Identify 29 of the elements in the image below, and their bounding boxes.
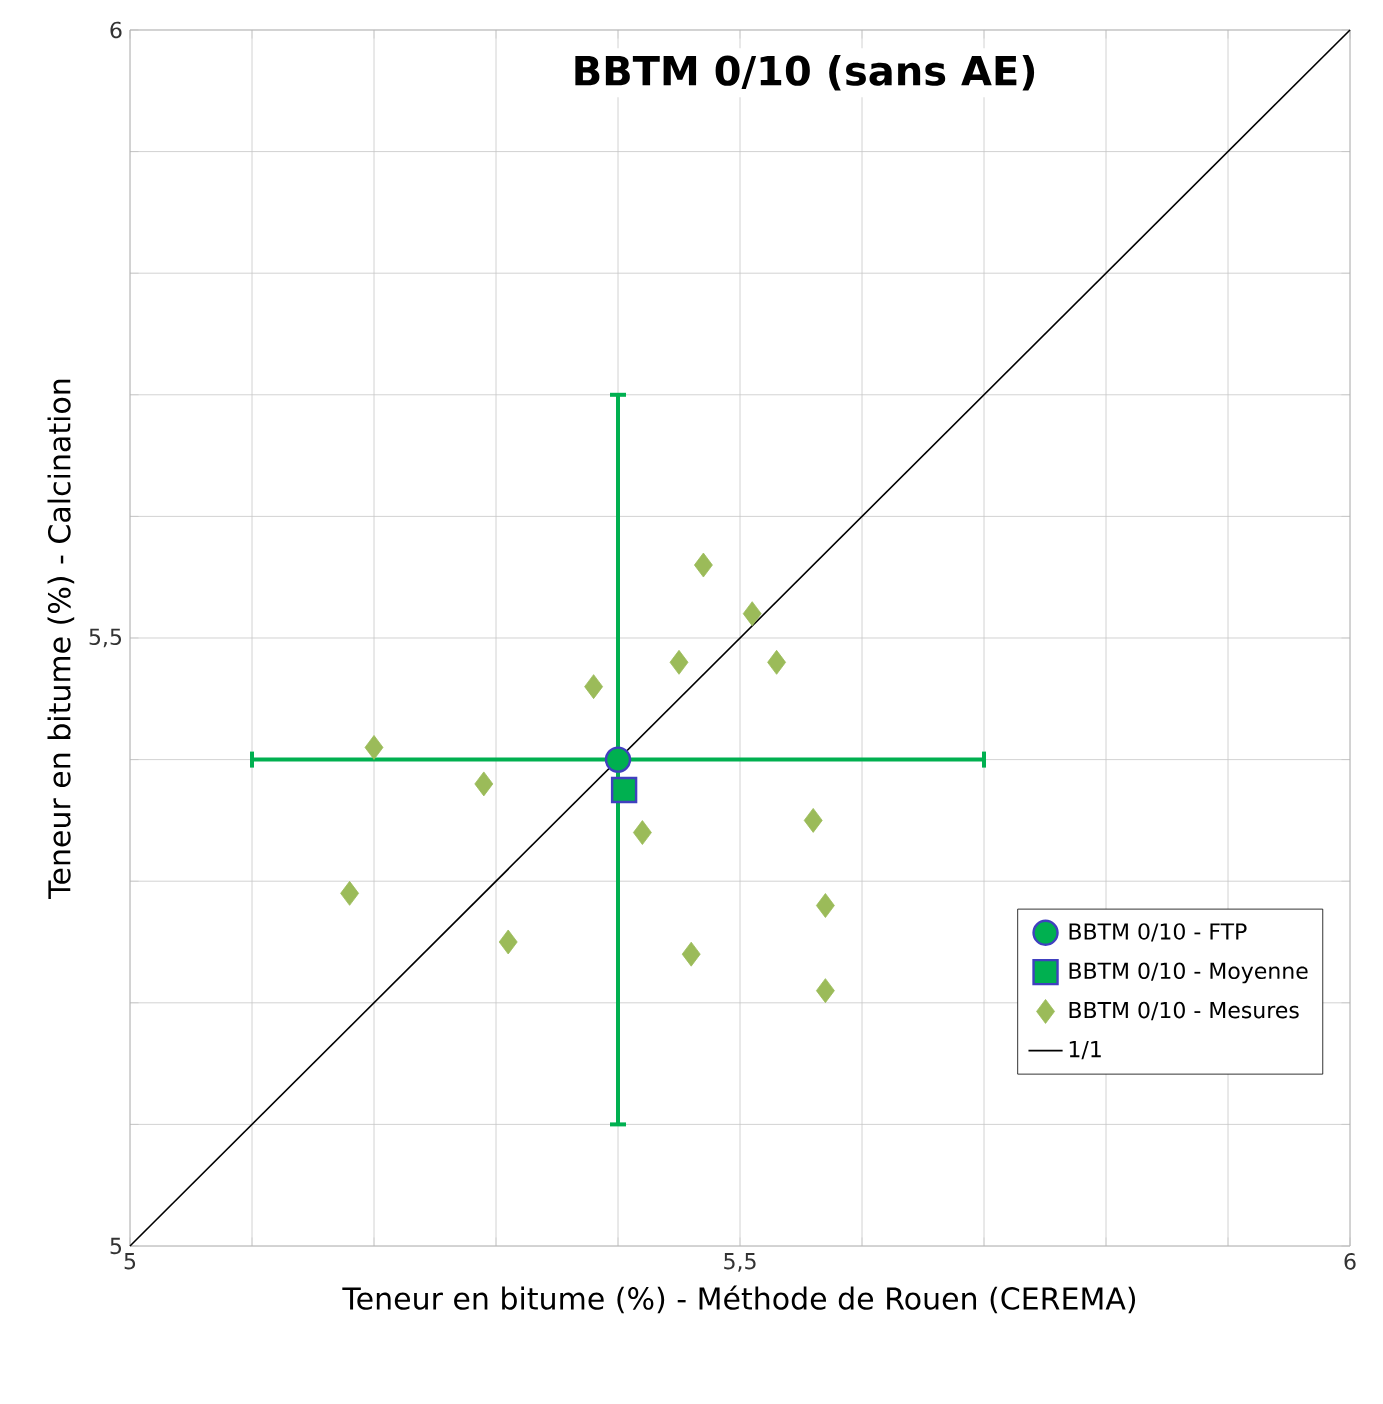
point [610,776,638,804]
legend-label: BBTM 0/10 - Moyenne [1069,962,1308,984]
y-axis-title: Teneur en bitume (%) - Calcination [47,379,75,899]
x-tick-label: 6 [1344,1253,1356,1270]
text: BBTM 0/10 (sans AE) [575,54,1035,91]
point [681,941,701,967]
point [498,929,518,955]
point [767,649,786,675]
x-tick-label: 5,5 [724,1253,756,1272]
y-tick-label: 6 [110,21,122,39]
y-tick-label: 5,5 [89,628,122,648]
point [669,649,689,675]
legend-label: BBTM 0/10 - Mesures [1069,1001,1299,1021]
point [633,820,652,845]
x-tick-label: 5 [124,1253,136,1270]
point [604,746,632,773]
x-axis-title: Teneur en bitume (%) - Méthode de Rouen (CEREMA) [342,1285,1136,1314]
point [584,674,604,700]
point [816,978,835,1004]
point [742,601,762,627]
legend-label: 1/1 [1069,1041,1101,1060]
y-tick-label: 5 [110,1237,122,1255]
point [474,771,494,797]
legend-label: BBTM 0/10 - FTP [1069,923,1247,942]
point [340,880,359,906]
point [816,893,835,918]
point [364,735,384,760]
point [694,552,713,578]
point [803,808,823,833]
